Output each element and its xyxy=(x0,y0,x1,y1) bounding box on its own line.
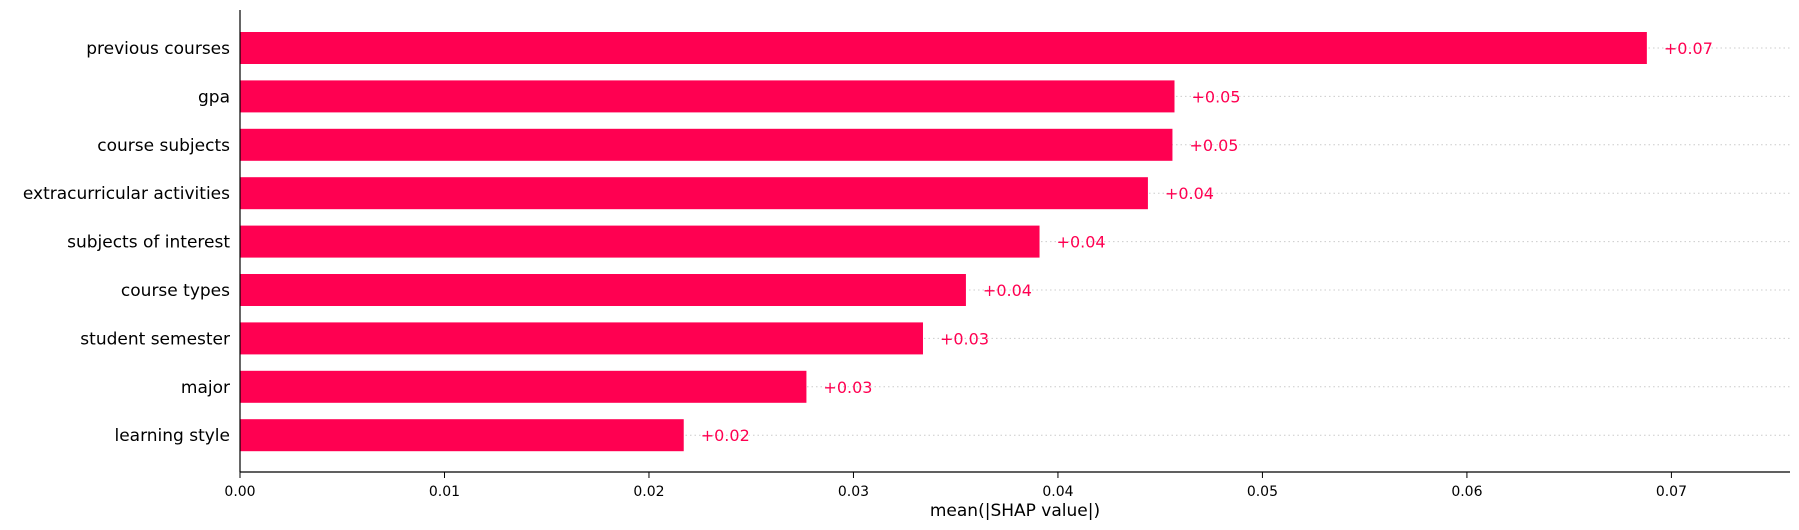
value-label: +0.05 xyxy=(1189,136,1238,155)
x-tick-label: 0.02 xyxy=(633,484,664,500)
x-tick-label: 0.07 xyxy=(1656,484,1687,500)
value-labels: +0.07 +0.05 +0.05 +0.04 +0.04 +0.04 +0.03 +0.03… xyxy=(701,39,1713,445)
bar xyxy=(240,32,1647,64)
bar xyxy=(240,370,807,403)
category-label: major xyxy=(181,378,230,398)
value-label: +0.02 xyxy=(701,426,750,445)
value-label: +0.04 xyxy=(1165,184,1214,203)
category-label: course types xyxy=(121,281,230,301)
value-label: +0.04 xyxy=(983,281,1032,300)
value-label: +0.04 xyxy=(1057,233,1106,252)
x-tick-label: 0.01 xyxy=(429,484,460,500)
x-tick-label: 0.05 xyxy=(1247,484,1278,500)
value-label: +0.03 xyxy=(940,329,989,348)
bar xyxy=(240,80,1175,113)
bar xyxy=(240,274,966,306)
bar xyxy=(240,128,1173,161)
x-tick-label: 0.03 xyxy=(838,484,869,500)
bar xyxy=(240,177,1148,210)
category-label: previous courses xyxy=(86,39,230,59)
x-axis-title: mean(|SHAP value|) xyxy=(930,501,1100,521)
bars xyxy=(240,32,1647,452)
x-tick-label: 0.00 xyxy=(224,484,255,500)
category-label: student semester xyxy=(80,329,230,349)
category-label: learning style xyxy=(114,426,230,446)
value-label: +0.05 xyxy=(1191,87,1240,106)
category-label: gpa xyxy=(198,87,230,107)
bar xyxy=(240,225,1040,258)
category-label: course subjects xyxy=(97,136,230,156)
x-tick-label: 0.04 xyxy=(1042,484,1073,500)
x-tick-label: 0.06 xyxy=(1451,484,1482,500)
x-axis: 0.00 0.01 0.02 0.03 0.04 0.05 0.06 0.07 xyxy=(224,10,1790,500)
value-label: +0.03 xyxy=(823,378,872,397)
category-label: extracurricular activities xyxy=(23,184,230,204)
value-label: +0.07 xyxy=(1664,39,1713,58)
bar xyxy=(240,419,684,452)
category-label: subjects of interest xyxy=(67,233,230,253)
bar xyxy=(240,322,923,355)
category-labels: previous courses gpa course subjects extrac… xyxy=(23,39,230,446)
